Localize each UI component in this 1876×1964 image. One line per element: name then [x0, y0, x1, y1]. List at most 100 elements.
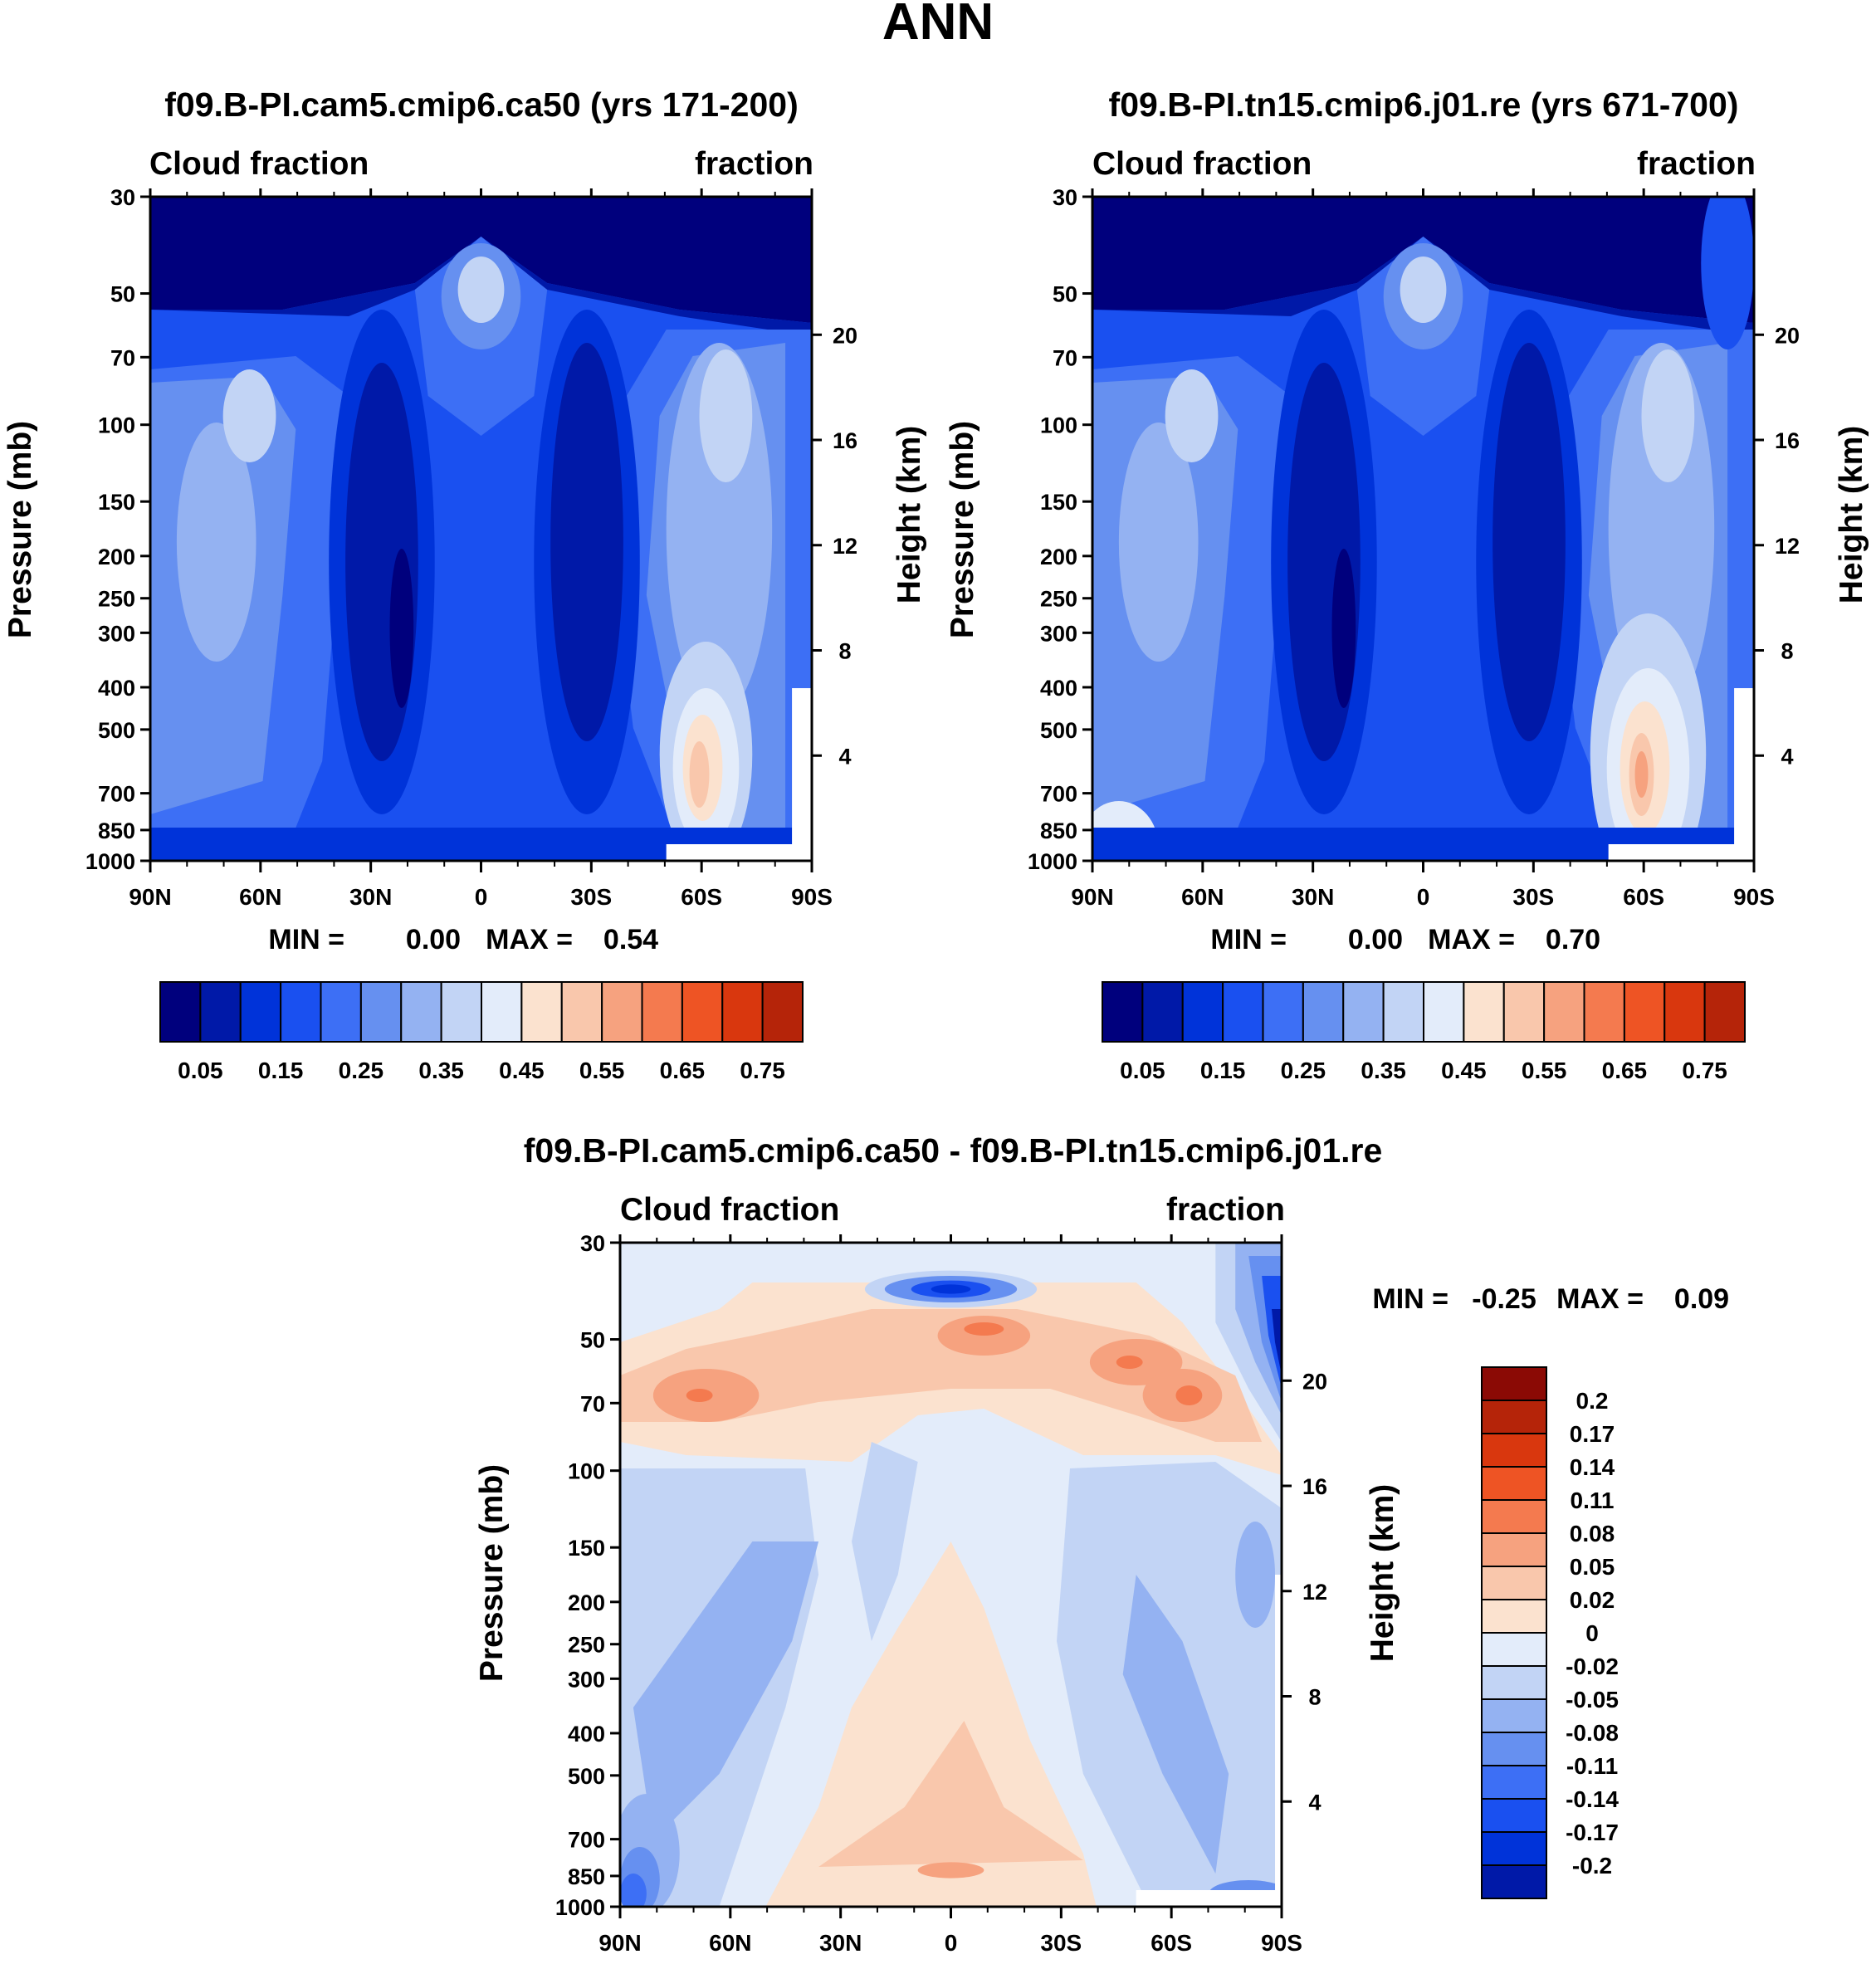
pressure-tick-label: 400	[1040, 676, 1077, 701]
latitude-tick-label: 30S	[570, 884, 612, 910]
latitude-tick-label: 30N	[1292, 884, 1334, 910]
colorbar-label: 0.55	[579, 1058, 625, 1083]
colorbar-swatch	[1481, 1532, 1547, 1567]
colorbar-swatch	[440, 981, 482, 1043]
colorbar-label: 0.2	[1576, 1388, 1609, 1414]
contour-fill	[389, 549, 414, 708]
panel-diff-max-label: MAX =	[1556, 1283, 1644, 1315]
contour-fill	[150, 237, 812, 336]
colorbar-swatch	[560, 981, 603, 1043]
colorbar-swatch	[520, 981, 563, 1043]
pressure-tick-label: 300	[98, 621, 135, 646]
colorbar-swatch	[1663, 981, 1706, 1043]
pressure-tick-label: 200	[568, 1590, 605, 1615]
panel-left-pressure-axis-label: Pressure (mb)	[2, 421, 38, 638]
height-tick-label: 20	[833, 323, 857, 348]
latitude-tick-label: 0	[1417, 884, 1430, 910]
colorbar-label: 0.17	[1570, 1421, 1615, 1447]
colorbar-swatch	[1463, 981, 1505, 1043]
pressure-tick-label: 200	[98, 545, 135, 569]
panel-right-contour-plot	[1091, 195, 1756, 862]
height-tick-label: 8	[1308, 1685, 1321, 1710]
pressure-tick-label: 1000	[1028, 849, 1077, 874]
colorbar-swatch	[1481, 1798, 1547, 1833]
latitude-tick-label: 30S	[1512, 884, 1554, 910]
pressure-tick-label: 500	[98, 718, 135, 743]
pressure-tick-label: 30	[580, 1231, 605, 1256]
colorbar-label: 0.25	[1281, 1058, 1326, 1083]
contour-fill	[1118, 423, 1199, 662]
colorbar-swatch	[1481, 1831, 1547, 1866]
colorbar-swatch	[1703, 981, 1746, 1043]
colorbar-swatch	[1102, 981, 1144, 1043]
panel-diff-colorbar: 0.2 0.17 0.14 0.11 0.08 0.05 0.02 0 -0.02 -0.05 -0…	[1481, 1366, 1619, 1899]
colorbar-label: 0.05	[1120, 1058, 1165, 1083]
contour-fill	[1092, 237, 1754, 336]
colorbar-swatch	[1481, 1632, 1547, 1667]
colorbar-swatch	[641, 981, 683, 1043]
colorbar-swatch	[320, 981, 362, 1043]
contour-fill	[686, 1389, 713, 1402]
panel-left-units-label: fraction	[695, 146, 813, 182]
pressure-tick-label: 50	[110, 282, 135, 307]
contour-fill	[176, 423, 256, 662]
colorbar-label: -0.08	[1566, 1720, 1619, 1746]
contour-fill	[550, 343, 623, 741]
colorbar-swatch	[1481, 1566, 1547, 1600]
contour-fill	[620, 1874, 647, 1907]
topography-mask	[1608, 844, 1754, 861]
pressure-tick-label: 500	[568, 1764, 605, 1789]
height-tick-label: 12	[1302, 1580, 1327, 1605]
panel-left-min-label: MIN =	[268, 924, 344, 955]
colorbar-label: 0.45	[1441, 1058, 1487, 1083]
colorbar-swatch	[721, 981, 764, 1043]
colorbar-label: 0.65	[660, 1058, 706, 1083]
latitude-tick-label: 60S	[681, 884, 722, 910]
colorbar-swatch	[1481, 1400, 1547, 1434]
pressure-tick-label: 250	[568, 1633, 605, 1658]
pressure-tick-label: 250	[1040, 587, 1077, 612]
colorbar-swatch	[481, 981, 523, 1043]
contour-fill	[222, 369, 276, 462]
colorbar-label: 0.02	[1570, 1587, 1615, 1613]
latitude-tick-label: 60S	[1151, 1930, 1192, 1956]
pressure-tick-label: 250	[98, 587, 135, 612]
pressure-tick-label: 500	[1040, 718, 1077, 743]
pressure-tick-label: 850	[98, 818, 135, 843]
pressure-tick-label: 70	[110, 345, 135, 370]
panel-left-colorbar: 0.05 0.15 0.25 0.35 0.45 0.55 0.65 0.75	[159, 981, 804, 1083]
contour-fills	[1092, 197, 1754, 861]
height-tick-label: 12	[1775, 534, 1800, 559]
colorbar-swatch	[1222, 981, 1264, 1043]
panel-right-units-label: fraction	[1637, 146, 1756, 182]
colorbar-swatch	[1543, 981, 1585, 1043]
colorbar-swatch	[601, 981, 643, 1043]
colorbar-label: 0.08	[1570, 1521, 1615, 1546]
pressure-tick-label: 850	[568, 1864, 605, 1889]
colorbar-label: 0	[1585, 1620, 1599, 1646]
height-tick-label: 8	[1781, 639, 1793, 664]
colorbar-label: -0.2	[1572, 1853, 1612, 1879]
colorbar-swatch	[1481, 1499, 1547, 1534]
pressure-tick-label: 300	[568, 1667, 605, 1692]
colorbar-swatch	[1481, 1732, 1547, 1766]
pressure-tick-label: 100	[1040, 413, 1077, 438]
colorbar-label: 0.35	[418, 1058, 464, 1083]
height-tick-label: 4	[1308, 1790, 1321, 1815]
colorbar-swatch	[1583, 981, 1625, 1043]
colorbar-label: -0.14	[1566, 1786, 1619, 1812]
contour-fill	[1634, 751, 1649, 798]
contour-fill	[1235, 1522, 1276, 1628]
panel-left-height-axis-label: Height (km)	[892, 426, 927, 604]
contour-fill	[1092, 197, 1754, 323]
pressure-tick-label: 1000	[85, 849, 135, 874]
topography-mask	[1136, 1890, 1282, 1907]
colorbar-label: -0.02	[1566, 1654, 1619, 1679]
contour-fill	[1400, 256, 1447, 323]
colorbar-label: -0.17	[1566, 1820, 1619, 1845]
panel-diff-units-label: fraction	[1166, 1192, 1285, 1228]
height-tick-label: 20	[1775, 323, 1800, 348]
height-tick-label: 16	[833, 428, 857, 453]
panel-left-contour-plot	[149, 195, 813, 862]
colorbar-swatch	[761, 981, 804, 1043]
